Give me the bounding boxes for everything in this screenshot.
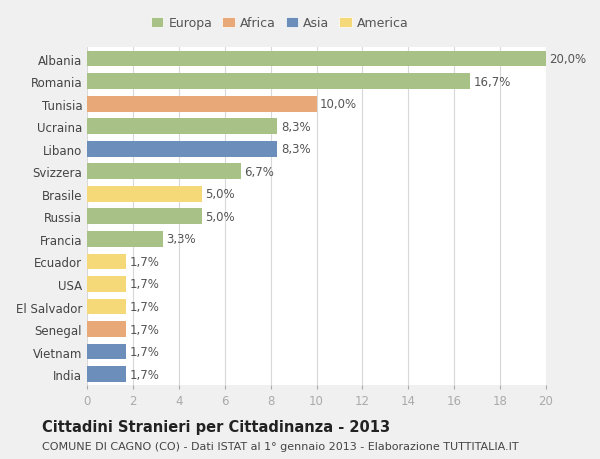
Text: 20,0%: 20,0%	[550, 53, 587, 66]
Text: 1,7%: 1,7%	[130, 323, 160, 336]
Bar	[87, 209, 202, 225]
Text: 10,0%: 10,0%	[320, 98, 357, 111]
Bar	[87, 164, 241, 180]
Bar	[87, 321, 126, 337]
Bar	[87, 141, 277, 157]
Bar	[87, 51, 546, 67]
Text: Cittadini Stranieri per Cittadinanza - 2013: Cittadini Stranieri per Cittadinanza - 2…	[42, 419, 390, 434]
Bar	[87, 366, 126, 382]
Text: 5,0%: 5,0%	[205, 210, 235, 224]
Text: 5,0%: 5,0%	[205, 188, 235, 201]
Bar	[87, 299, 126, 315]
Text: 1,7%: 1,7%	[130, 278, 160, 291]
Bar	[87, 344, 126, 360]
Text: 1,7%: 1,7%	[130, 345, 160, 358]
Bar	[87, 96, 317, 112]
Bar	[87, 74, 470, 90]
Text: 16,7%: 16,7%	[474, 75, 511, 89]
Bar	[87, 254, 126, 270]
Text: COMUNE DI CAGNO (CO) - Dati ISTAT al 1° gennaio 2013 - Elaborazione TUTTITALIA.I: COMUNE DI CAGNO (CO) - Dati ISTAT al 1° …	[42, 441, 518, 451]
Text: 1,7%: 1,7%	[130, 255, 160, 269]
Legend: Europa, Africa, Asia, America: Europa, Africa, Asia, America	[151, 17, 409, 30]
Bar	[87, 231, 163, 247]
Bar	[87, 186, 202, 202]
Text: 3,3%: 3,3%	[166, 233, 196, 246]
Text: 1,7%: 1,7%	[130, 368, 160, 381]
Text: 8,3%: 8,3%	[281, 143, 311, 156]
Bar	[87, 119, 277, 135]
Text: 1,7%: 1,7%	[130, 300, 160, 313]
Bar	[87, 276, 126, 292]
Text: 8,3%: 8,3%	[281, 120, 311, 134]
Text: 6,7%: 6,7%	[244, 165, 274, 179]
